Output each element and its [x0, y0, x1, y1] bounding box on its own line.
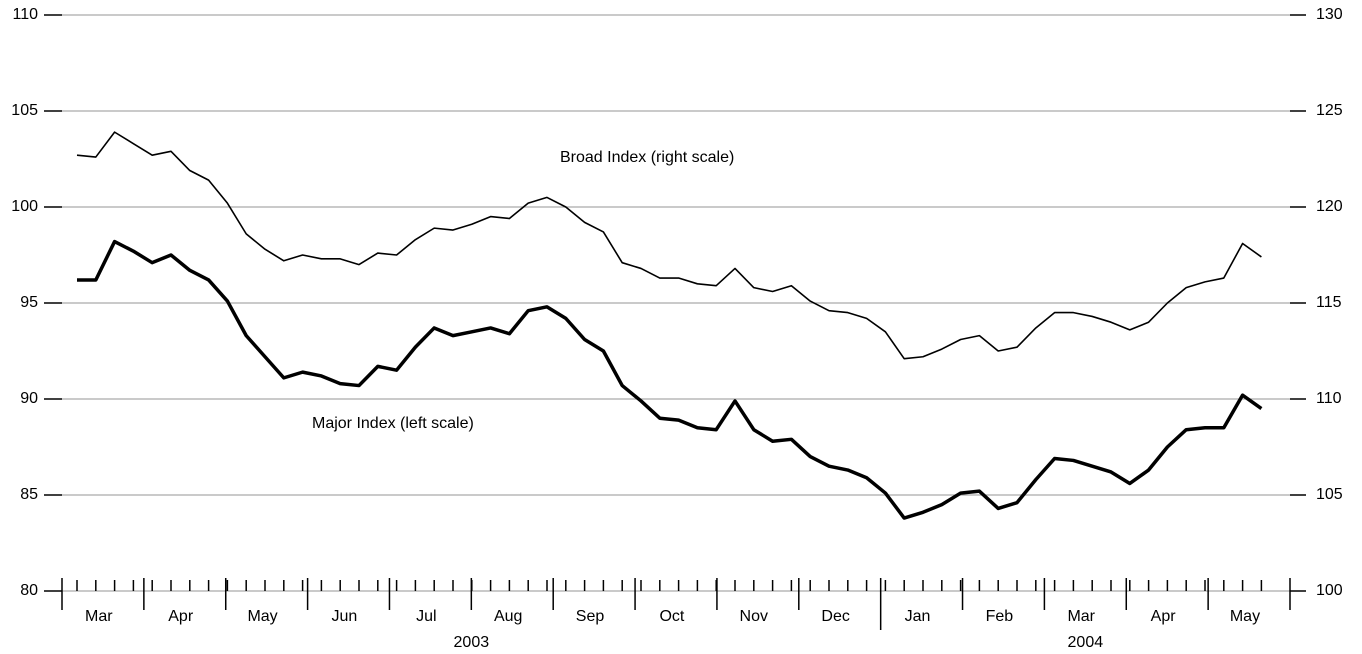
x-tick-label: Jul [416, 608, 436, 625]
y2-tick-label: 125 [1316, 102, 1343, 119]
y-tick-label: 85 [20, 486, 38, 503]
x-tick-label: Sep [576, 608, 605, 625]
y2-tick-label: 130 [1316, 6, 1343, 23]
y2-tick-label: 115 [1316, 294, 1342, 311]
series-annotation: Major Index (left scale) [312, 415, 474, 432]
year-label: 2004 [1068, 634, 1104, 651]
y-tick-label: 80 [20, 582, 38, 599]
x-tick-label: Apr [1151, 608, 1177, 625]
y-tick-label: 110 [12, 6, 38, 23]
y-tick-label: 95 [20, 294, 38, 311]
series-line [76, 131, 1262, 360]
x-tick-label: Jun [332, 608, 358, 625]
x-tick-label: Aug [494, 608, 522, 625]
y2-tick-label: 120 [1316, 198, 1343, 215]
y-tick-label: 90 [20, 390, 38, 407]
x-tick-label: Nov [740, 608, 768, 625]
y-tick-label: 105 [11, 102, 38, 119]
series-line [77, 239, 1263, 520]
year-label: 2003 [454, 634, 490, 651]
y-tick-label: 100 [11, 198, 38, 215]
x-tick-label: May [247, 608, 277, 625]
x-tick-label: Dec [821, 608, 849, 625]
x-tick-label: May [1230, 608, 1260, 625]
x-tick-label: Apr [168, 608, 194, 625]
x-tick-label: Mar [1067, 608, 1095, 625]
x-tick-label: Feb [986, 608, 1014, 625]
y2-tick-label: 100 [1316, 582, 1343, 599]
x-tick-label: Jan [905, 608, 931, 625]
x-tick-label: Oct [659, 608, 684, 625]
series-annotation: Broad Index (right scale) [560, 149, 734, 166]
y2-tick-label: 110 [1316, 390, 1342, 407]
x-tick-label: Mar [85, 608, 113, 625]
y2-tick-label: 105 [1316, 486, 1343, 503]
